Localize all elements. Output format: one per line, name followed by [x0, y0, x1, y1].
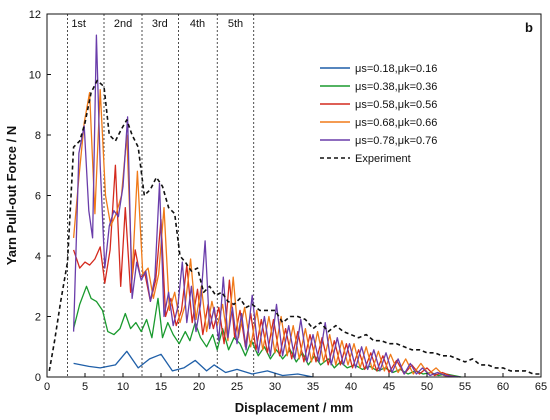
x-tick-label: 45 [383, 381, 395, 393]
legend-label: μs=0.68,μk=0.66 [355, 117, 437, 129]
series-line-1 [73, 350, 314, 378]
x-tick-label: 20 [193, 381, 205, 393]
x-tick-label: 40 [345, 381, 357, 393]
y-tick-label: 6 [35, 191, 41, 203]
y-tick-label: 2 [35, 312, 41, 324]
series-line-5 [72, 34, 461, 378]
axis-ticks-layer: 0 5 10 15 20 25 30 35 40 45 50 55 60 65 0 2 4 6 8 10 12 [29, 9, 547, 393]
x-axis-title: Displacement / mm [235, 400, 354, 415]
stage-label: 3rd [152, 18, 168, 30]
legend: μs=0.18,μk=0.16 μs=0.38,μk=0.36 μs=0.58,μk… [320, 63, 437, 165]
panel-label: b [525, 20, 533, 35]
y-tick-label: 10 [29, 70, 41, 82]
legend-label: μs=0.18,μk=0.16 [355, 63, 437, 75]
x-tick-label: 30 [269, 381, 281, 393]
series-line-2 [72, 285, 462, 378]
x-tick-label: 50 [421, 381, 433, 393]
stage-boundary-layer [67, 14, 255, 377]
x-tick-label: 0 [44, 381, 50, 393]
y-tick-label: 4 [35, 251, 41, 263]
legend-label: μs=0.38,μk=0.36 [355, 81, 437, 93]
legend-label: μs=0.58,μk=0.56 [355, 99, 437, 111]
stage-label: 1st [71, 18, 86, 30]
y-tick-label: 0 [35, 372, 41, 384]
y-tick-label: 12 [29, 9, 41, 21]
y-tick-label: 8 [35, 130, 41, 142]
series-layer [48, 34, 541, 378]
stage-labels: 1st 2nd 3rd 4th 5th [71, 18, 243, 30]
legend-label: Experiment [355, 153, 411, 165]
x-tick-label: 25 [231, 381, 243, 393]
stage-label: 2nd [114, 18, 132, 30]
legend-label: μs=0.78,μk=0.76 [355, 135, 437, 147]
x-tick-label: 65 [535, 381, 547, 393]
stage-label: 4th [190, 18, 205, 30]
series-line-6 [48, 79, 541, 375]
y-axis-title: Yarn Pull-out Force / N [4, 126, 19, 265]
x-tick-label: 10 [117, 381, 129, 393]
x-tick-label: 55 [459, 381, 471, 393]
x-tick-label: 15 [155, 381, 167, 393]
x-tick-label: 60 [497, 381, 509, 393]
x-tick-label: 35 [307, 381, 319, 393]
x-tick-label: 5 [82, 381, 88, 393]
stage-label: 5th [228, 18, 243, 30]
